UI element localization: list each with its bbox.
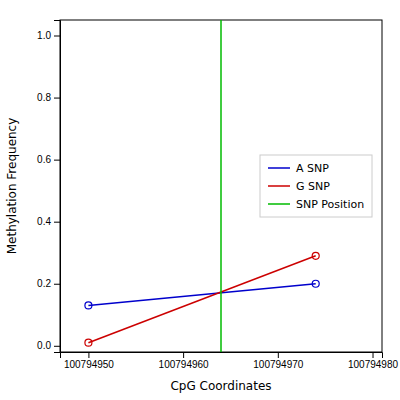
x-axis: 100794950 100794960 100794970 100794980 xyxy=(61,352,399,370)
line xyxy=(88,256,315,343)
tick: 100794960 xyxy=(159,352,209,370)
legend-swatch xyxy=(268,185,290,187)
axis-line xyxy=(61,353,383,359)
legend-box xyxy=(260,155,372,217)
chart: 1007949501007949601007949701007949800.00… xyxy=(0,0,400,400)
tick-label: 0.8 xyxy=(37,92,51,103)
tick-label: 0.6 xyxy=(37,154,51,165)
tick: 100794950 xyxy=(64,352,114,370)
tick-mark xyxy=(373,352,374,358)
tick: 0.8 xyxy=(37,92,60,103)
y-axis: 0.0 0.2 0.4 0.6 0.8 1.0 xyxy=(37,21,60,353)
tick-mark xyxy=(54,160,60,161)
tick-mark xyxy=(88,352,89,358)
y-axis-title: Methylation Frequency xyxy=(5,118,19,255)
tick-label: 0.0 xyxy=(37,340,51,351)
tick: 100794980 xyxy=(348,352,398,370)
point xyxy=(312,252,319,259)
point xyxy=(85,339,92,346)
tick-mark xyxy=(183,352,184,358)
line xyxy=(88,284,315,306)
legend-label: G SNP xyxy=(296,180,330,193)
tick-mark xyxy=(54,98,60,99)
tick-mark xyxy=(278,352,279,358)
legend-label: A SNP xyxy=(296,162,329,175)
vertical-line xyxy=(220,20,222,352)
tick-mark xyxy=(54,284,60,285)
x-axis-title: CpG Coordinates xyxy=(170,379,271,393)
tick: 100794970 xyxy=(253,352,303,370)
point xyxy=(312,280,319,287)
tick-label: 100794980 xyxy=(348,359,398,370)
point xyxy=(85,302,92,309)
tick: 1.0 xyxy=(37,30,60,41)
tick: 0.4 xyxy=(37,216,60,227)
marks xyxy=(85,20,319,352)
tick-label: 0.2 xyxy=(37,278,51,289)
legend-swatch xyxy=(268,167,290,169)
tick-label: 100794950 xyxy=(64,359,114,370)
tick-label: 0.4 xyxy=(37,216,51,227)
legend-swatch xyxy=(268,203,290,205)
plot: 1007949501007949601007949701007949800.00… xyxy=(37,20,398,370)
tick-mark xyxy=(54,346,60,347)
tick-label: 1.0 xyxy=(37,30,51,41)
tick: 0.2 xyxy=(37,278,60,289)
tick-mark xyxy=(54,36,60,37)
tick: 0.6 xyxy=(37,154,60,165)
tick-label: 100794960 xyxy=(159,359,209,370)
legend-label: SNP Position xyxy=(296,198,364,211)
plot-frame xyxy=(60,20,382,352)
tick: 0.0 xyxy=(37,340,60,351)
tick-label: 100794970 xyxy=(253,359,303,370)
tick-mark xyxy=(54,222,60,223)
legend: A SNP G SNP SNP Position xyxy=(260,155,372,217)
